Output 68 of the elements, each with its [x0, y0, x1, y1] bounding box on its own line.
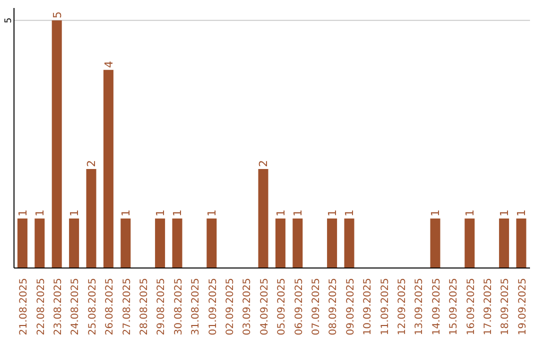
x-tick-label: 13.09.2025 [414, 278, 426, 336]
x-tick-label: 25.08.2025 [87, 278, 98, 336]
data-label: 1 [429, 209, 442, 216]
x-tick-label: 10.09.2025 [362, 278, 374, 336]
x-tick-label: 29.08.2025 [156, 278, 168, 336]
x-tick-label: 23.08.2025 [53, 278, 64, 336]
x-tick-label: 11.09.2025 [380, 278, 391, 336]
data-label: 1 [515, 209, 528, 216]
x-tick-label: 04.09.2025 [259, 278, 270, 336]
x-tick-label: 03.09.2025 [242, 278, 254, 336]
data-label: 1 [120, 209, 133, 216]
bar [258, 168, 268, 268]
data-label: 1 [326, 209, 340, 216]
x-tick-label: 07.09.2025 [311, 278, 322, 336]
x-tick-label: 06.09.2025 [294, 278, 305, 336]
x-tick-label: 01.09.2025 [208, 278, 219, 336]
x-tick-label: 15.09.2025 [448, 278, 460, 336]
data-label: 1 [16, 209, 30, 216]
data-label: 1 [343, 209, 356, 216]
data-label: 1 [292, 209, 305, 216]
x-tick-label: 22.08.2025 [36, 278, 47, 336]
x-tick-label: 24.08.2025 [70, 278, 82, 336]
x-tick-label: 18.09.2025 [500, 278, 512, 336]
x-tick-label: 08.09.2025 [328, 278, 340, 336]
data-label: 1 [171, 209, 184, 216]
bar [499, 218, 510, 268]
data-label: 1 [206, 209, 219, 216]
data-label: 1 [154, 209, 168, 216]
bar [17, 218, 28, 268]
x-tick-label: 19.09.2025 [517, 278, 528, 336]
bar [52, 20, 62, 268]
data-label: 1 [34, 209, 47, 216]
bar [464, 218, 475, 268]
bar [34, 218, 45, 268]
x-tick-label: 26.08.2025 [104, 278, 116, 336]
x-tick-label: 28.08.2025 [139, 278, 150, 336]
data-label: 1 [68, 209, 82, 216]
x-tick-label: 14.09.2025 [431, 278, 442, 336]
x-tick-label: 09.09.2025 [345, 278, 356, 336]
bar [86, 168, 96, 268]
data-label: 5 [50, 11, 64, 18]
x-tick-label: 17.09.2025 [483, 278, 494, 336]
data-label: 2 [257, 160, 270, 167]
data-label: 1 [274, 209, 288, 216]
x-tick-label: 05.09.2025 [276, 278, 288, 336]
x-tick-label: 16.09.2025 [466, 278, 477, 336]
bar [155, 218, 166, 268]
x-tick-label: 21.08.2025 [18, 278, 30, 336]
x-tick-label: 30.08.2025 [173, 278, 184, 336]
x-tick-label: 12.09.2025 [397, 278, 408, 336]
bar [344, 218, 354, 268]
bar [206, 218, 217, 268]
x-tick-label: 31.08.2025 [190, 278, 202, 336]
bar [327, 218, 338, 268]
bar [430, 218, 440, 268]
bar [69, 218, 80, 268]
data-label: 1 [464, 209, 477, 216]
data-label: 1 [498, 209, 512, 216]
x-tick-label: 27.08.2025 [122, 278, 133, 336]
bar [516, 218, 526, 268]
data-label: 2 [85, 160, 98, 167]
bar [120, 218, 131, 268]
bar [275, 218, 286, 268]
bar [292, 218, 303, 268]
bar [172, 218, 182, 268]
x-tick-label: 02.09.2025 [225, 278, 236, 336]
data-label: 4 [102, 60, 116, 68]
bar [103, 70, 114, 268]
